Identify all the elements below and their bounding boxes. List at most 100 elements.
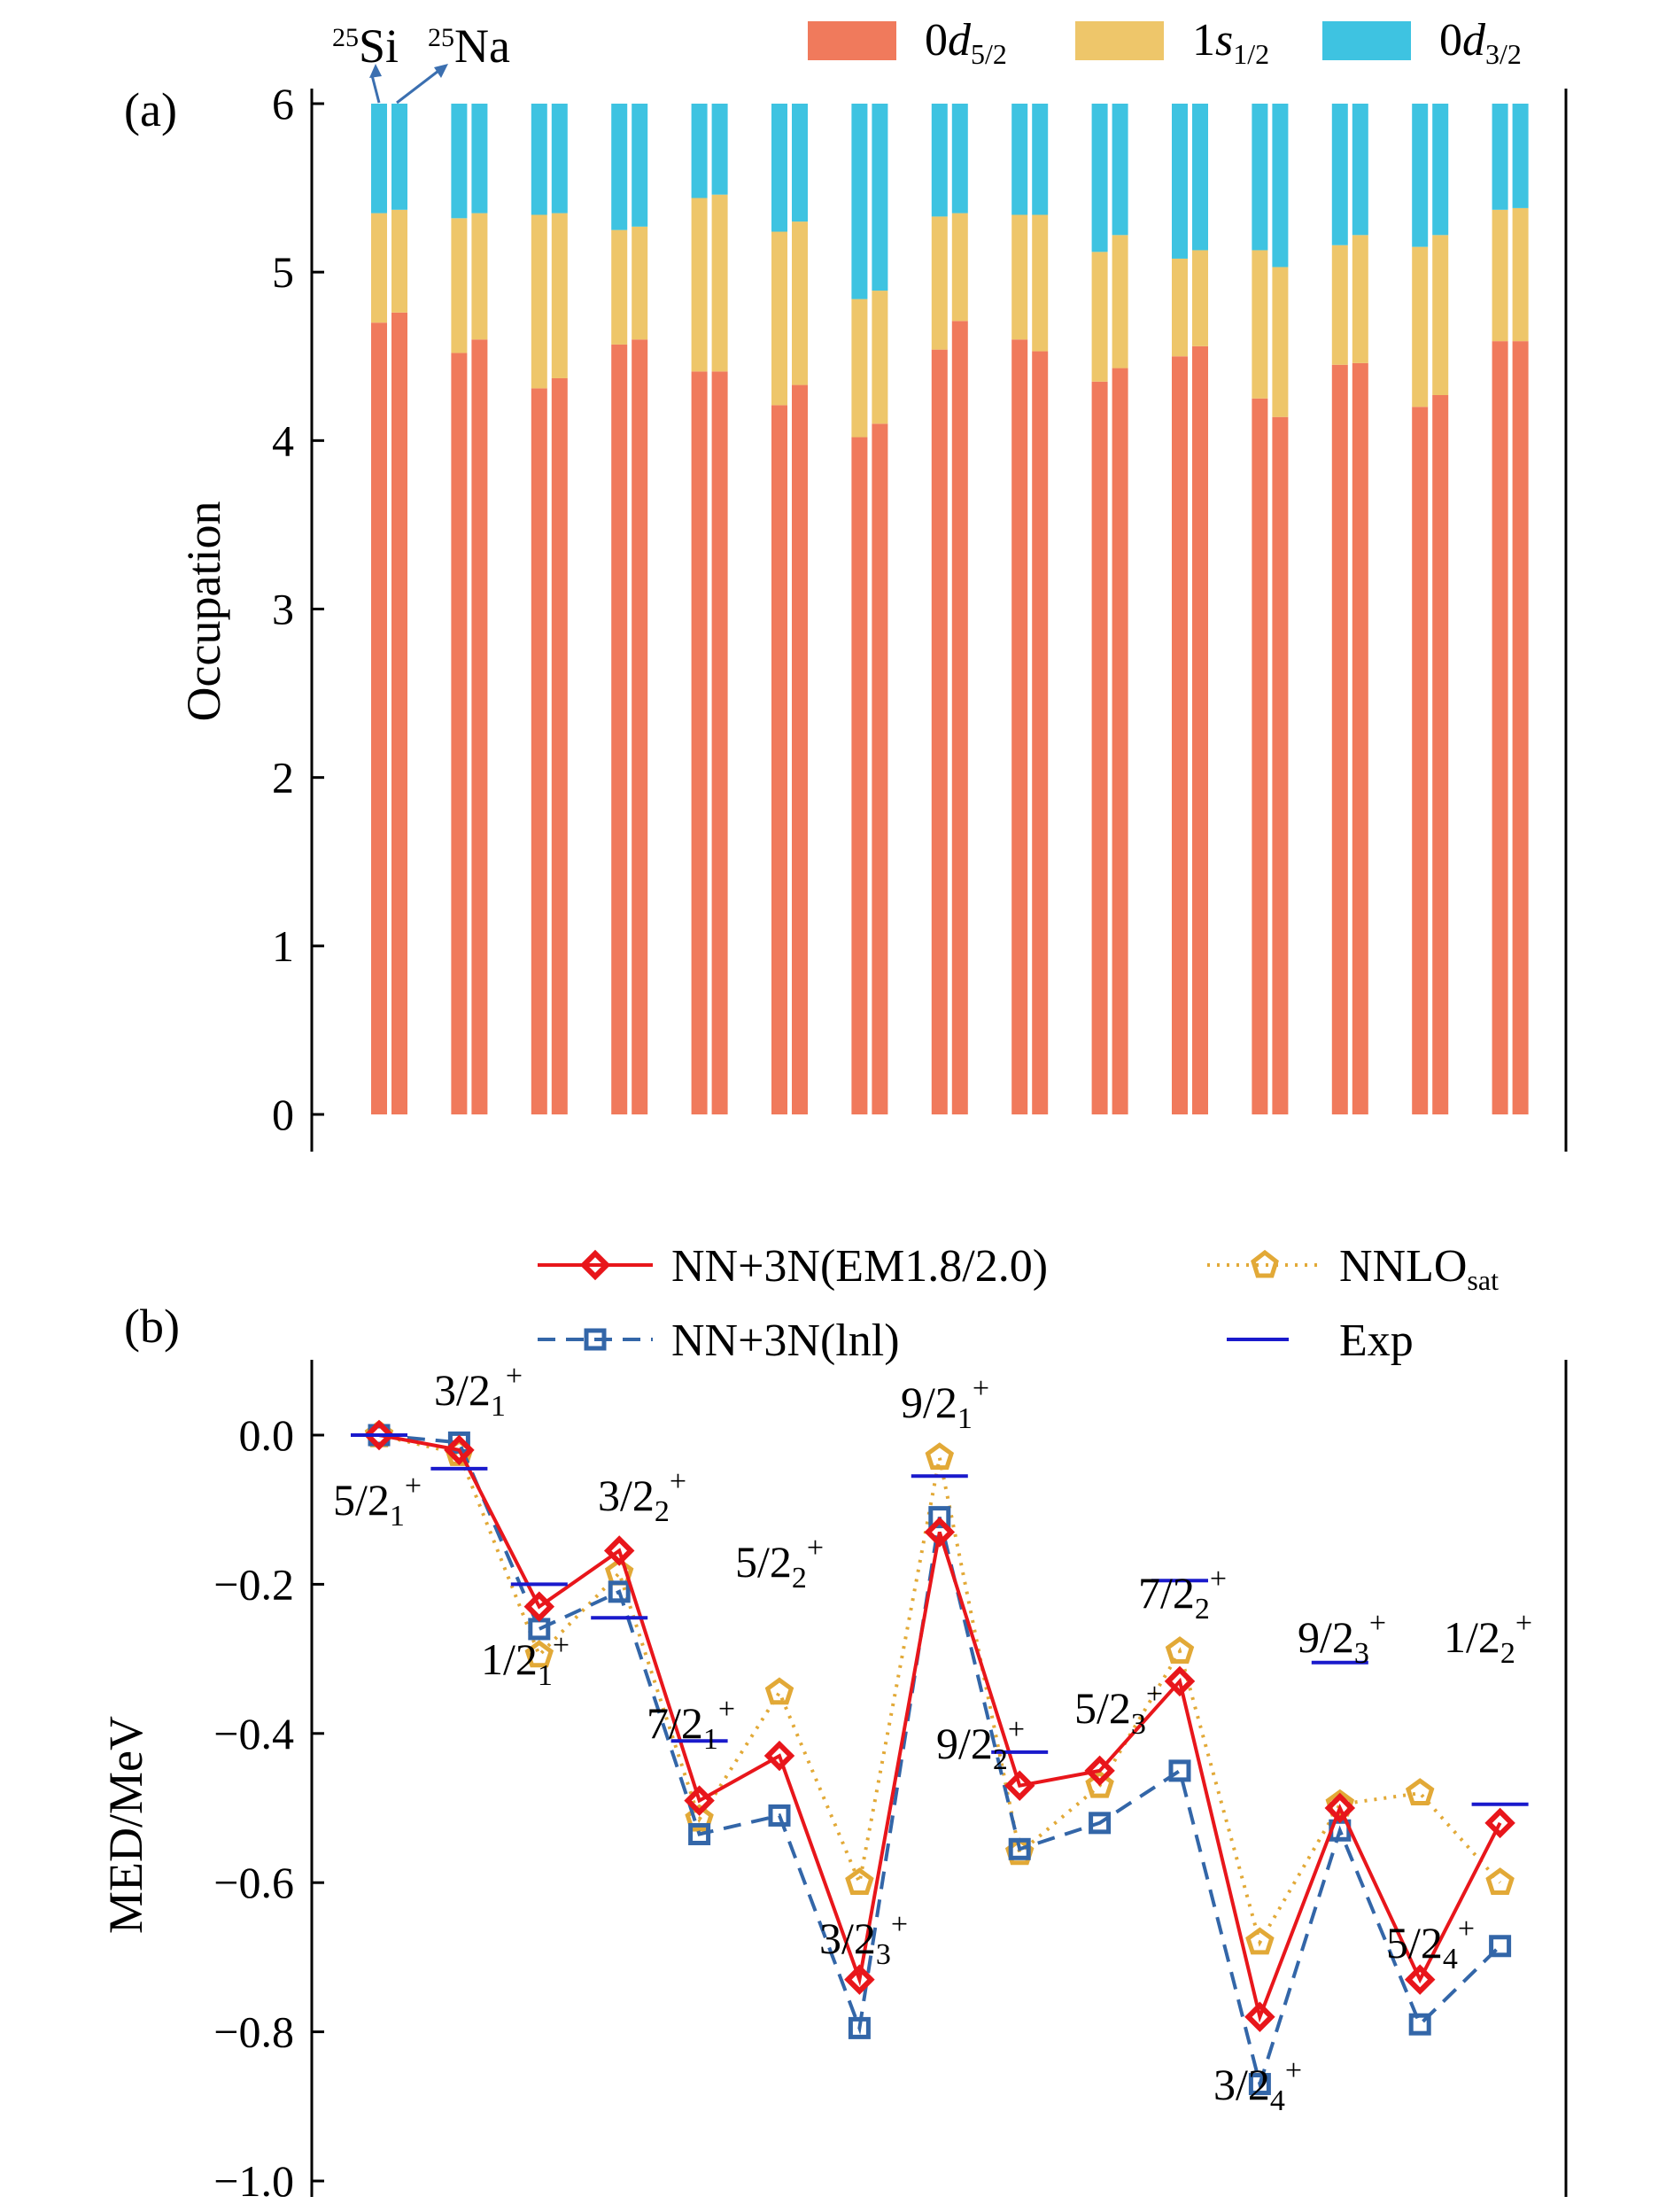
bar-0d5-2-na-9 [1032, 351, 1049, 1114]
na-arrowhead [434, 64, 448, 78]
panel-a-bars [371, 104, 1529, 1115]
point-0-4 [603, 1535, 635, 1566]
state-label-13: 9/23+ [1298, 1607, 1386, 1670]
bar-0d3-2-na-13 [1352, 104, 1368, 236]
legend-label-0: 0d5/2 [925, 15, 1007, 70]
point-2-10 [1085, 1770, 1114, 1798]
point-1-9 [1008, 1837, 1031, 1860]
bar-0d3-2-si-10 [1091, 104, 1108, 252]
state-label-6: 5/22+ [735, 1532, 824, 1595]
bar-1s1-2-na-13 [1352, 235, 1368, 363]
panel-a-ytick-label: 0 [272, 1090, 294, 1139]
bar-1s1-2-na-15 [1512, 207, 1529, 342]
bar-0d5-2-si-15 [1492, 341, 1508, 1114]
bar-0d3-2-na-11 [1192, 104, 1208, 251]
bar-1s1-2-na-4 [632, 226, 648, 340]
bar-0d5-2-si-2 [451, 353, 468, 1114]
point-0-10 [1084, 1755, 1115, 1787]
legend-em: NN+3N(EM1.8/2.0) [538, 1241, 1048, 1292]
bar-0d5-2-si-13 [1331, 364, 1348, 1115]
legend-swatch-0 [808, 21, 896, 60]
bar-1s1-2-si-14 [1412, 246, 1429, 407]
si-arrow [370, 74, 381, 104]
state-label-15: 1/22+ [1444, 1607, 1532, 1670]
bar-1s1-2-si-12 [1252, 250, 1268, 399]
legend-swatch-2 [1322, 21, 1411, 60]
state-label-3: 1/21+ [481, 1629, 570, 1692]
bar-0d5-2-na-1 [391, 312, 407, 1115]
panel-b-ytick-label: −1.0 [213, 2156, 294, 2206]
series-3 [351, 1433, 1529, 1806]
panel-b-state-labels: 5/21+3/21+ 1/21+ 3/22+ 7/21+ 5/22+ 3/23+ 9/21+… [333, 1360, 1532, 2117]
legend-item-0: 0d5/2 [808, 15, 1007, 70]
bar-1s1-2-na-10 [1112, 235, 1128, 369]
panel-a-ytick-label: 3 [272, 585, 294, 634]
panel-b-ytick-label: −0.6 [213, 1858, 294, 1907]
bar-1s1-2-si-3 [531, 214, 547, 389]
panel-a-ytick-label: 4 [272, 415, 294, 465]
bar-0d3-2-na-14 [1432, 104, 1449, 236]
point-0-8 [924, 1517, 956, 1548]
series-0 [363, 1419, 1515, 2033]
panel-b-y-axis: 0.0 −0.2 −0.4 −0.6 −0.8 −1.0 [213, 1360, 1568, 2206]
state-label-2: 3/21+ [434, 1360, 523, 1423]
bar-1s1-2-na-5 [711, 194, 728, 372]
bar-0d5-2-na-11 [1192, 345, 1208, 1115]
bar-0d3-2-na-6 [792, 104, 808, 222]
point-1-14 [1408, 2013, 1431, 2036]
point-1-15 [1489, 1935, 1512, 1958]
bar-0d3-2-na-12 [1272, 104, 1289, 268]
point-1-4 [608, 1580, 631, 1603]
legend-label-2: 0d3/2 [1439, 15, 1522, 70]
bar-1s1-2-na-8 [951, 213, 968, 322]
state-label-8: 9/21+ [901, 1372, 989, 1435]
point-2-14 [1405, 1778, 1435, 1805]
state-label-10: 5/23+ [1074, 1678, 1163, 1741]
bar-0d3-2-na-9 [1032, 104, 1049, 215]
bar-0d3-2-si-7 [851, 104, 868, 299]
si-label: 25Si [332, 19, 399, 73]
legend-em-marker [579, 1249, 611, 1281]
point-1-11 [1168, 1759, 1191, 1782]
bar-0d5-2-si-7 [851, 437, 868, 1114]
legend-exp-label: Exp [1339, 1316, 1414, 1366]
bar-0d3-2-si-3 [531, 104, 547, 215]
bar-1s1-2-si-6 [771, 231, 787, 406]
bar-1s1-2-na-12 [1272, 267, 1289, 417]
panel-b-ytick-label: −0.8 [213, 2007, 294, 2057]
bar-1s1-2-na-14 [1432, 235, 1449, 395]
bar-0d3-2-si-1 [371, 104, 387, 213]
bar-0d3-2-na-5 [711, 104, 728, 195]
bar-0d3-2-si-15 [1492, 104, 1508, 210]
bar-0d3-2-si-6 [771, 104, 787, 232]
legend-em-label: NN+3N(EM1.8/2.0) [671, 1241, 1048, 1292]
si-arrowhead [369, 64, 382, 78]
legend-lnl-label: NN+3N(lnl) [671, 1316, 900, 1366]
point-1-10 [1089, 1812, 1112, 1835]
panel-b-ylabel: MED/MeV [99, 1716, 152, 1934]
bar-1s1-2-si-10 [1091, 252, 1108, 382]
legend-label-1: 1s1/2 [1192, 15, 1269, 70]
point-0-2 [444, 1434, 475, 1466]
bar-1s1-2-si-13 [1331, 244, 1348, 365]
legend-exp: Exp [1227, 1316, 1414, 1366]
state-label-7: 3/23+ [819, 1908, 908, 1971]
bar-1s1-2-na-2 [471, 213, 488, 340]
bar-1s1-2-si-15 [1492, 209, 1508, 342]
legend-nnlo-marker [1251, 1249, 1279, 1278]
point-2-5 [685, 1804, 714, 1832]
bar-0d5-2-na-8 [951, 321, 968, 1114]
bar-0d5-2-na-4 [632, 339, 648, 1114]
bar-0d5-2-si-1 [371, 322, 387, 1114]
na-label: 25Na [428, 19, 510, 73]
bar-0d3-2-na-10 [1112, 104, 1128, 236]
point-2-15 [1485, 1867, 1515, 1895]
isotope-annotation: 25Si 25Na [332, 19, 510, 105]
panel-b-legend: NN+3N(EM1.8/2.0) NN+3N(lnl) NNLOsat Exp [538, 1241, 1499, 1366]
bar-1s1-2-na-3 [551, 213, 568, 378]
bar-0d5-2-na-13 [1352, 362, 1368, 1114]
panel-a-ylabel: Occupation [177, 501, 230, 722]
point-0-12 [1244, 2001, 1275, 2033]
bar-0d5-2-na-3 [551, 377, 568, 1114]
